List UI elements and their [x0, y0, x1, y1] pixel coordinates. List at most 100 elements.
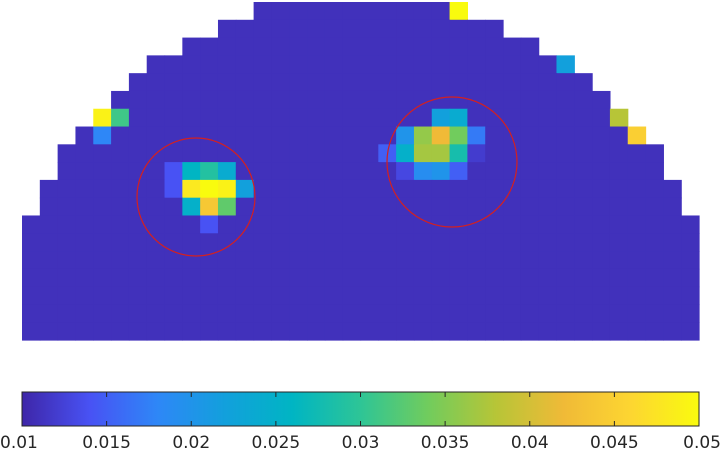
heatmap-cell — [271, 90, 290, 110]
heatmap-cell — [449, 304, 468, 323]
heatmap-cell — [324, 251, 344, 270]
heatmap-cell — [449, 73, 468, 92]
heatmap-cell — [253, 2, 273, 21]
heatmap-cell — [22, 233, 41, 252]
heatmap-cell — [520, 37, 540, 56]
heatmap-cell — [431, 55, 451, 74]
heatmap-cell — [449, 144, 468, 163]
heatmap-cell — [627, 268, 647, 288]
heatmap-cell — [271, 55, 290, 74]
heatmap-cell — [503, 251, 522, 270]
heatmap-cell — [360, 268, 379, 288]
colorbar-tick-label: 0.04 — [511, 433, 549, 453]
heatmap-cell — [235, 126, 255, 145]
heatmap-cell — [128, 268, 148, 288]
heatmap-cell — [271, 37, 290, 56]
heatmap-cell — [217, 268, 237, 288]
heatmap-cell — [271, 322, 290, 341]
heatmap-cell — [200, 144, 219, 163]
heatmap-cell — [609, 197, 629, 217]
heatmap-cell — [128, 162, 148, 181]
heatmap-cell — [253, 162, 273, 181]
heatmap-cell — [645, 286, 664, 306]
heatmap-cell — [253, 73, 273, 92]
heatmap-cell — [467, 55, 486, 74]
heatmap-cell — [182, 90, 201, 110]
heatmap-cell — [307, 55, 326, 74]
heatmap-cell — [235, 233, 255, 252]
heatmap-cell — [681, 251, 700, 270]
heatmap-cell — [538, 55, 558, 74]
heatmap-cell — [253, 215, 273, 234]
heatmap-cell — [449, 162, 468, 181]
heatmap-cell — [289, 144, 308, 163]
heatmap-cell — [627, 215, 647, 234]
heatmap-cell — [200, 73, 219, 92]
heatmap-cell — [289, 2, 308, 21]
heatmap-cell — [200, 126, 219, 145]
heatmap-cell — [520, 197, 540, 217]
heatmap-cell — [574, 162, 593, 181]
heatmap-cell — [360, 286, 379, 306]
heatmap-cell — [431, 37, 451, 56]
heatmap-cell — [360, 233, 379, 252]
heatmap-cell — [235, 179, 255, 199]
heatmap-cell — [128, 215, 148, 234]
heatmap-cell — [574, 73, 593, 92]
heatmap-cell — [396, 233, 415, 252]
heatmap-cell — [289, 304, 308, 323]
heatmap-cell — [449, 197, 468, 217]
heatmap-cell — [396, 304, 415, 323]
heatmap-cell — [235, 215, 255, 234]
heatmap-cell — [503, 233, 522, 252]
heatmap-cell — [22, 286, 41, 306]
heatmap-cell — [57, 179, 77, 199]
heatmap-cell — [520, 55, 540, 74]
heatmap-cell — [342, 126, 362, 145]
heatmap-cell — [396, 162, 415, 181]
heatmap-cell — [485, 73, 504, 92]
heatmap-cell — [663, 286, 682, 306]
heatmap-cell — [164, 144, 183, 163]
heatmap-cell — [57, 197, 77, 217]
heatmap-cell — [253, 286, 273, 306]
heatmap-cell — [538, 108, 558, 128]
heatmap-cell — [324, 197, 344, 217]
heatmap-cell — [485, 162, 504, 181]
heatmap-cell — [663, 251, 682, 270]
heatmap-cell — [574, 233, 593, 252]
heatmap-cell — [360, 215, 379, 234]
heatmap-cell — [413, 233, 433, 252]
heatmap-cell — [289, 286, 308, 306]
heatmap-cell — [431, 19, 451, 39]
heatmap-cell — [431, 251, 451, 270]
heatmap-cell — [413, 286, 433, 306]
heatmap-cell — [485, 19, 504, 39]
heatmap-cell — [645, 162, 664, 181]
heatmap-cell — [431, 2, 451, 21]
heatmap-cell — [396, 251, 415, 270]
heatmap-cell — [217, 162, 237, 181]
heatmap-cell — [93, 179, 112, 199]
heatmap-cell — [75, 179, 94, 199]
heatmap-cell — [378, 179, 397, 199]
heatmap-cell — [128, 286, 148, 306]
heatmap-cell — [431, 126, 451, 145]
heatmap-cell — [485, 286, 504, 306]
heatmap-cell — [378, 126, 397, 145]
heatmap-cell — [431, 108, 451, 128]
heatmap-cell — [271, 179, 290, 199]
heatmap-cell — [503, 179, 522, 199]
heatmap-cell — [57, 268, 77, 288]
heatmap-cell — [574, 179, 593, 199]
heatmap-cell — [217, 286, 237, 306]
heatmap-cell — [217, 90, 237, 110]
heatmap-cell — [235, 90, 255, 110]
heatmap-cell — [128, 90, 148, 110]
heatmap-cell — [556, 126, 575, 145]
heatmap-cell — [538, 322, 558, 341]
heatmap-cell — [164, 251, 183, 270]
heatmap-cell — [271, 2, 290, 21]
heatmap-cell — [182, 108, 201, 128]
heatmap-cell — [93, 268, 112, 288]
